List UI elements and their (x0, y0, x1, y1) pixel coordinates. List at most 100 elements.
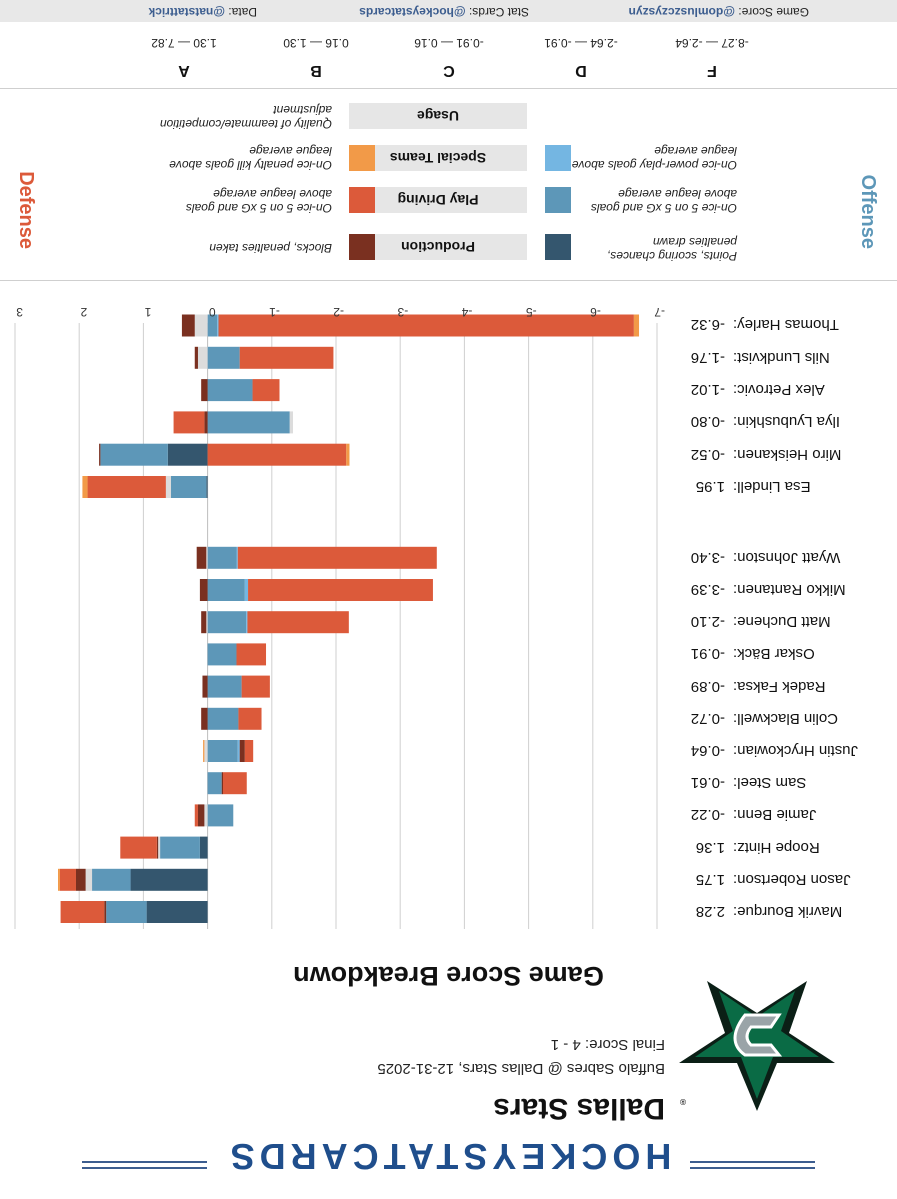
bar-segment-usage (85, 868, 93, 891)
bar-segment-play-driving-def (236, 643, 267, 666)
grade-b: B (310, 62, 322, 79)
usage-desc: Quality of teammate/competition adjustme… (159, 103, 332, 131)
grade-f: F (707, 62, 717, 79)
bar-segment-usage (289, 411, 293, 434)
svg-text:®: ® (679, 1097, 687, 1106)
bar-segment-play-driving-off (207, 772, 222, 795)
bar-segment-usage (194, 314, 208, 337)
bar-segment-usage (197, 346, 208, 369)
x-tick-label: -7 (654, 305, 665, 319)
production-defense-desc: Blocks, penalties taken (209, 241, 332, 255)
bar-segment-play-driving-off (207, 804, 234, 827)
bar-segment-production-def (75, 868, 86, 891)
bar-segment-play-driving-def (87, 476, 166, 498)
bar-segment-production-def (156, 836, 159, 859)
data-handle[interactable]: @natstattrick (148, 5, 225, 19)
bar-segment-play-driving-def (238, 707, 262, 730)
bar-segment-production-def (104, 901, 107, 923)
bar-segment-special-teams-off (237, 740, 240, 762)
bar-segment-play-driving-off (207, 546, 237, 569)
bar-segment-play-driving-def (244, 740, 254, 762)
game-score-credit: Game Score: @domluszczyszyn (629, 5, 809, 19)
bar-segment-play-driving-def (207, 443, 347, 466)
bar-segment-play-driving-def (237, 546, 437, 569)
bar-segment-play-driving-off (160, 836, 200, 859)
bar-segment-production-def (201, 611, 207, 634)
production-label: Production (349, 234, 527, 260)
bar-segment-play-driving-def (194, 804, 198, 827)
grade-f-range: -8.27 — -2.64 (675, 36, 749, 50)
bar-segment-play-driving-def (223, 772, 247, 795)
bar-segment-production-def (201, 707, 208, 730)
bar-segment-production-def (197, 804, 205, 827)
bar-segment-special-teams-def (58, 868, 60, 891)
offense-heading: Offense (857, 174, 879, 249)
special-teams-offense-swatch (545, 145, 571, 171)
credits-footer: Game Score: @domluszczyszyn Stat Cards: … (0, 0, 897, 22)
grade-d: D (575, 62, 587, 79)
bar-segment-play-driving-off (207, 740, 238, 762)
production-offense-desc: Points, scoring chances, penalties drawn (606, 235, 737, 263)
bar-segment-play-driving-def (120, 836, 157, 859)
stat-cards-credit-label: Stat Cards: (468, 5, 529, 19)
bar-segment-play-driving-off (207, 314, 218, 337)
bar-segment-production-def (202, 675, 208, 698)
bar-segment-play-driving-def (59, 868, 76, 891)
bar-segment-production-def (194, 346, 198, 369)
bar-segment-special-teams-def (633, 314, 640, 337)
x-tick-label: 0 (208, 305, 216, 319)
bar-segment-special-teams-def (346, 443, 350, 466)
bar-segment-usage (158, 836, 161, 859)
stat-cards-credit: Stat Cards: @hockeystatcards (359, 5, 529, 19)
x-tick-label: 2 (80, 305, 88, 319)
game-score-credit-label: Game Score: (738, 5, 809, 19)
grade-b-range: 0.16 — 1.30 (283, 36, 349, 50)
stat-cards-handle[interactable]: @hockeystatcards (359, 5, 466, 19)
bar-segment-play-driving-def (241, 675, 270, 698)
bar-segment-production-def (181, 314, 195, 337)
bar-segment-play-driving-off (207, 379, 253, 402)
bar-segment-play-driving-def (252, 379, 280, 402)
bar-segment-play-driving-off (100, 443, 168, 466)
defense-heading: Defense (15, 171, 37, 249)
bar-segment-special-teams-def (203, 740, 205, 762)
grade-a: A (178, 62, 190, 79)
bar-segment-production-def (239, 740, 245, 762)
bar-segment-production-def (204, 411, 208, 434)
grade-a-range: 1.30 — 7.82 (151, 36, 217, 50)
bar-segment-play-driving-off (207, 579, 245, 601)
data-credit-label: Data: (228, 5, 257, 19)
grade-c-range: -0.91 — 0.16 (414, 36, 484, 50)
bar-segment-special-teams-off (244, 579, 249, 601)
bar-segment-production-off (199, 836, 208, 859)
bar-segment-play-driving-def (239, 346, 334, 369)
bar-segment-usage (204, 740, 208, 762)
bar-segment-play-driving-def (248, 579, 433, 601)
bar-segment-production-off (146, 901, 208, 923)
special-teams-offense-desc: On-ice power-play goals above league ave… (571, 144, 737, 172)
bar-segment-play-driving-def (173, 411, 205, 434)
data-credit: Data: @natstattrick (149, 5, 257, 19)
x-tick-label: 3 (16, 305, 23, 319)
x-tick-label: -5 (525, 305, 537, 319)
bar-segment-play-driving-def (218, 314, 634, 337)
bar-segment-play-driving-def (247, 611, 349, 634)
production-defense-swatch (349, 234, 375, 260)
x-tick-label: 1 (144, 305, 152, 319)
play-driving-defense-desc: On-ice 5 on 5 xG and goals above league … (185, 187, 332, 215)
bar-segment-production-off (130, 868, 208, 891)
bar-segment-play-driving-off (106, 901, 147, 923)
bar-segment-play-driving-off (92, 868, 131, 891)
bar-segment-play-driving-off (171, 476, 207, 498)
bar-segment-production-off (206, 476, 208, 498)
bar-segment-production-def (201, 379, 208, 402)
bar-segment-usage (204, 804, 208, 827)
play-driving-offense-desc: On-ice 5 on 5 xG and goals above league … (590, 187, 737, 215)
divider (0, 280, 897, 281)
game-score-handle[interactable]: @domluszczyszyn (628, 5, 735, 19)
bar-segment-play-driving-def (60, 901, 105, 923)
x-tick-label: -2 (333, 305, 344, 319)
special-teams-defense-swatch (349, 145, 375, 171)
bar-segment-production-def (196, 546, 207, 569)
